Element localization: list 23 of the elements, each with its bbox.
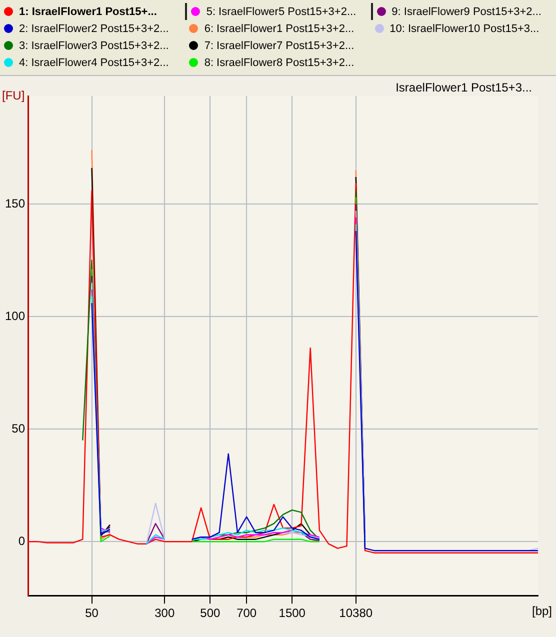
- legend-label: 3: IsraelFlower3 Post15+3+2...: [19, 40, 169, 52]
- legend-label: 4: IsraelFlower4 Post15+3+2...: [19, 56, 169, 68]
- legend-label: 9: IsraelFlower9 Post15+3+2...: [392, 6, 542, 18]
- x-tick-label: 10380: [339, 606, 373, 620]
- y-tick-label: 100: [4, 308, 26, 323]
- y-axis-title: [FU]: [2, 88, 25, 102]
- legend-label: 8: IsraelFlower8 Post15+3+2...: [204, 56, 354, 68]
- x-tick-label: 500: [200, 606, 220, 620]
- text: IsraelFlower1 Post15+3...: [396, 80, 532, 94]
- legend-label: 10: IsraelFlower10 Post15+3...: [390, 22, 540, 34]
- legend-label: 5: IsraelFlower5 Post15+3+2...: [206, 6, 356, 18]
- x-tick-label: 300: [154, 606, 175, 620]
- legend-label: 1: IsraelFlower1 Post15+...: [19, 6, 157, 18]
- legend-label: 6: IsraelFlower1 Post15+3+2...: [204, 22, 354, 34]
- y-tick-label: 50: [12, 421, 26, 436]
- x-axis-title: [bp]: [532, 604, 552, 618]
- x-tick-label: 700: [236, 606, 257, 620]
- legend-label: 2: IsraelFlower2 Post15+3+2...: [19, 22, 169, 34]
- y-tick-label: 150: [4, 196, 26, 210]
- x-tick-label: 50: [85, 606, 99, 620]
- x-tick-label: 1500: [278, 606, 306, 620]
- y-tick-label: 0: [18, 534, 26, 548]
- legend-label: 7: IsraelFlower7 Post15+3+2...: [204, 40, 354, 52]
